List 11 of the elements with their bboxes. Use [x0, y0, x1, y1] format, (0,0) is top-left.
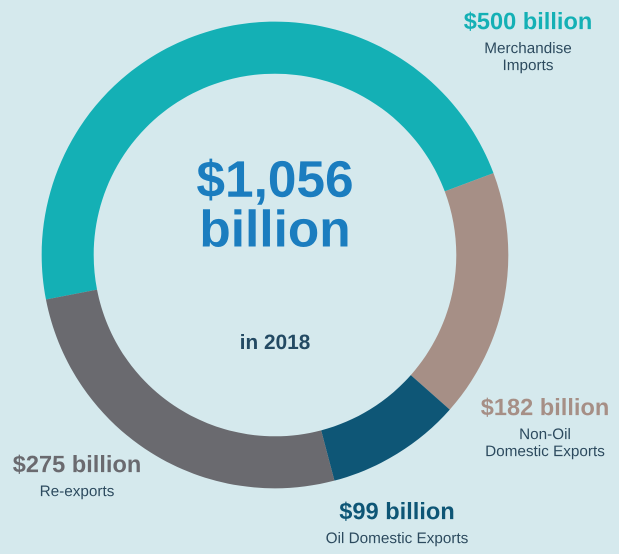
text: $1,056 billion — [197, 158, 352, 248]
data-label: $99 billion — [340, 502, 454, 521]
slice-label: Re-exports — [40, 486, 114, 500]
data-label: $275 billion — [13, 454, 140, 474]
slice-label: Non-Oil Domestic Exports — [486, 428, 604, 460]
slice-label: Merchandise Imports — [486, 42, 572, 74]
data-label: $182 billion — [481, 398, 608, 417]
data-label: $500 billion — [464, 12, 591, 31]
text: in 2018 — [241, 334, 310, 350]
donut-slice — [321, 375, 450, 481]
slice-label: Oil Domestic Exports — [326, 532, 468, 546]
